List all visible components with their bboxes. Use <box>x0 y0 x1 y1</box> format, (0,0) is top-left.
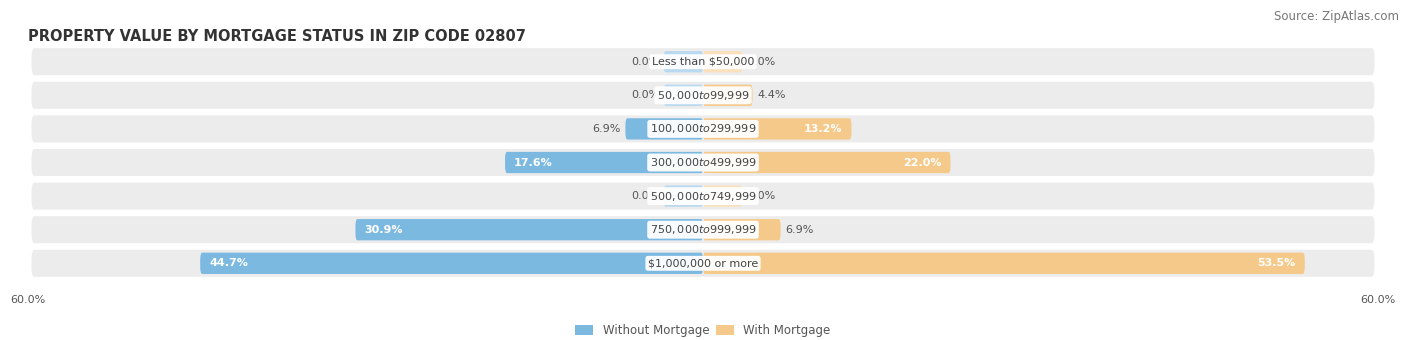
FancyBboxPatch shape <box>703 118 852 139</box>
Text: 0.0%: 0.0% <box>747 57 775 67</box>
FancyBboxPatch shape <box>703 152 950 173</box>
FancyBboxPatch shape <box>703 85 752 106</box>
Text: $100,000 to $299,999: $100,000 to $299,999 <box>650 122 756 135</box>
Text: Source: ZipAtlas.com: Source: ZipAtlas.com <box>1274 10 1399 23</box>
Text: $500,000 to $749,999: $500,000 to $749,999 <box>650 190 756 203</box>
Text: $50,000 to $99,999: $50,000 to $99,999 <box>657 89 749 102</box>
FancyBboxPatch shape <box>703 219 780 240</box>
Text: 4.4%: 4.4% <box>756 90 786 100</box>
Text: $300,000 to $499,999: $300,000 to $499,999 <box>650 156 756 169</box>
Text: 44.7%: 44.7% <box>209 258 247 268</box>
Text: $750,000 to $999,999: $750,000 to $999,999 <box>650 223 756 236</box>
FancyBboxPatch shape <box>664 85 703 106</box>
FancyBboxPatch shape <box>31 149 1375 176</box>
FancyBboxPatch shape <box>31 82 1375 109</box>
FancyBboxPatch shape <box>505 152 703 173</box>
FancyBboxPatch shape <box>356 219 703 240</box>
FancyBboxPatch shape <box>664 185 703 207</box>
Text: $1,000,000 or more: $1,000,000 or more <box>648 258 758 268</box>
FancyBboxPatch shape <box>703 51 742 72</box>
FancyBboxPatch shape <box>664 51 703 72</box>
Text: 53.5%: 53.5% <box>1257 258 1296 268</box>
FancyBboxPatch shape <box>31 216 1375 243</box>
Text: 0.0%: 0.0% <box>631 90 659 100</box>
FancyBboxPatch shape <box>703 185 742 207</box>
Text: 30.9%: 30.9% <box>364 225 404 235</box>
Text: PROPERTY VALUE BY MORTGAGE STATUS IN ZIP CODE 02807: PROPERTY VALUE BY MORTGAGE STATUS IN ZIP… <box>28 29 526 44</box>
Text: 0.0%: 0.0% <box>631 191 659 201</box>
Text: 0.0%: 0.0% <box>747 191 775 201</box>
Text: 0.0%: 0.0% <box>631 57 659 67</box>
Text: 6.9%: 6.9% <box>785 225 814 235</box>
FancyBboxPatch shape <box>703 253 1305 274</box>
Legend: Without Mortgage, With Mortgage: Without Mortgage, With Mortgage <box>571 319 835 340</box>
FancyBboxPatch shape <box>200 253 703 274</box>
Text: Less than $50,000: Less than $50,000 <box>652 57 754 67</box>
FancyBboxPatch shape <box>31 48 1375 75</box>
Text: 17.6%: 17.6% <box>515 157 553 168</box>
Text: 6.9%: 6.9% <box>592 124 621 134</box>
FancyBboxPatch shape <box>31 115 1375 142</box>
Text: 22.0%: 22.0% <box>903 157 942 168</box>
Text: 13.2%: 13.2% <box>804 124 842 134</box>
FancyBboxPatch shape <box>31 183 1375 210</box>
FancyBboxPatch shape <box>31 250 1375 277</box>
FancyBboxPatch shape <box>626 118 703 139</box>
